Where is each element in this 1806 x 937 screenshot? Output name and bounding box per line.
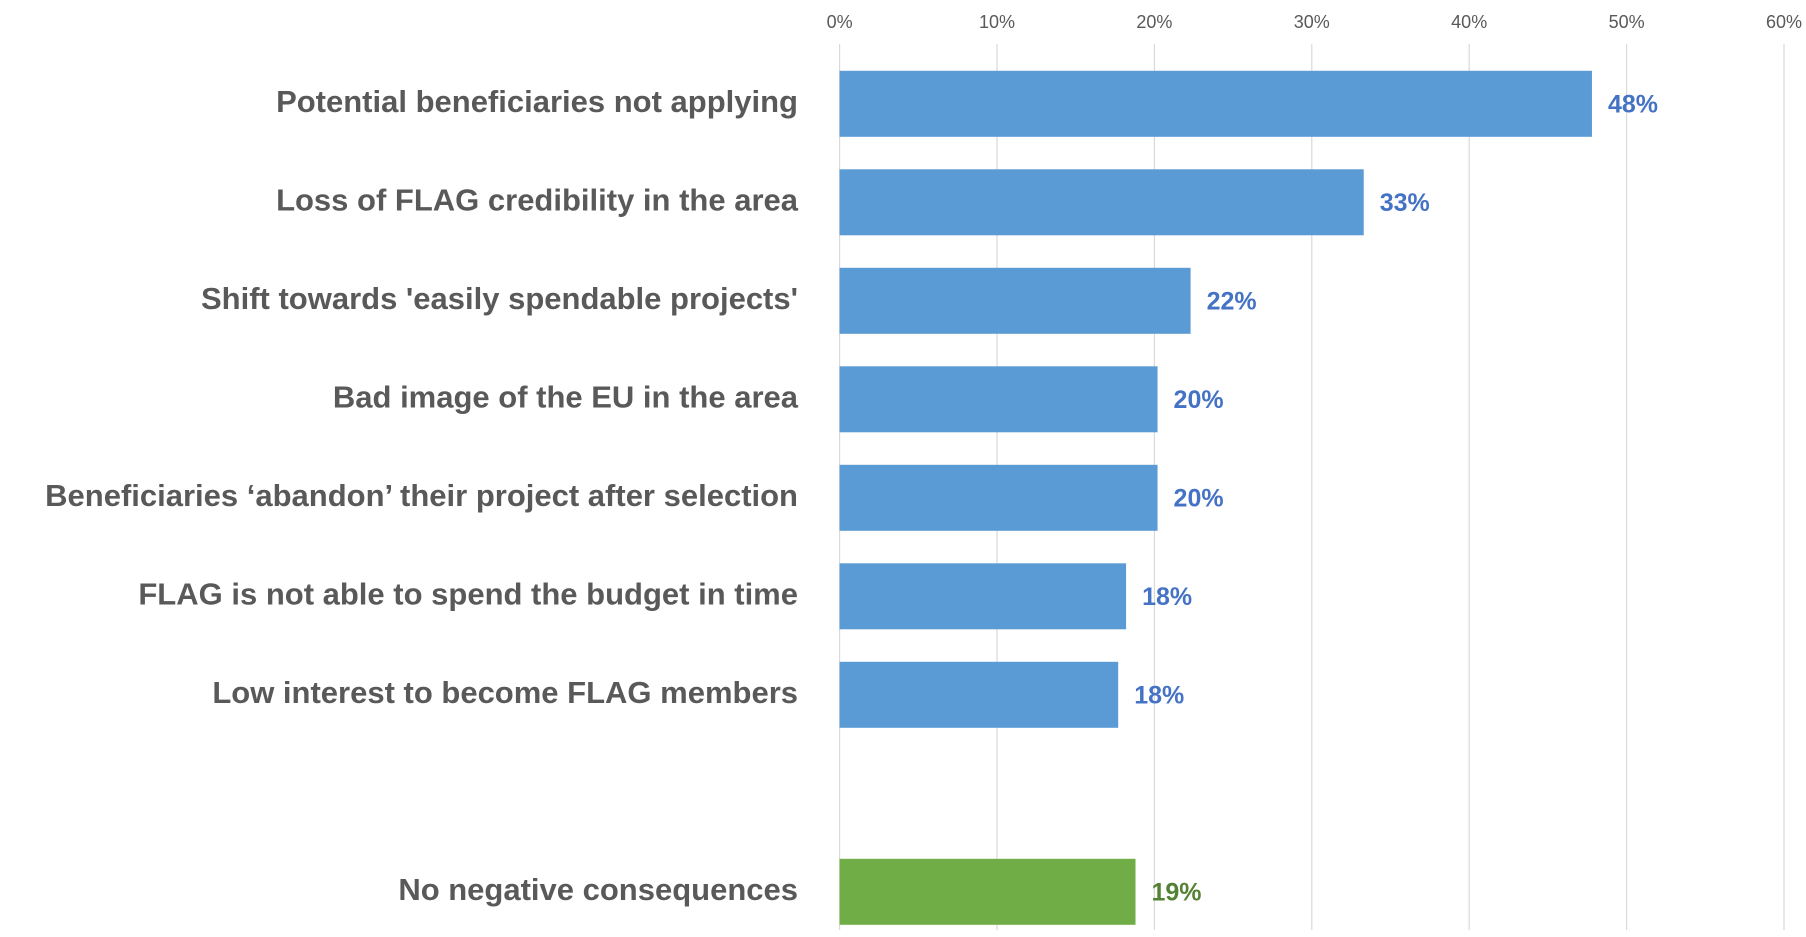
x-tick-label: 30% xyxy=(1294,12,1330,32)
value-label: 18% xyxy=(1142,583,1192,611)
x-tick-label: 60% xyxy=(1766,12,1802,32)
bar xyxy=(839,169,1364,236)
bar xyxy=(839,267,1191,334)
bar xyxy=(839,858,1136,925)
bar xyxy=(839,563,1127,630)
category-label: Beneficiaries ‘abandon’ their project af… xyxy=(45,478,798,513)
x-tick-label: 50% xyxy=(1609,12,1645,32)
x-tick-label: 10% xyxy=(979,12,1015,32)
value-label: 20% xyxy=(1174,484,1224,512)
value-label: 22% xyxy=(1207,287,1257,315)
value-label: 48% xyxy=(1608,90,1658,118)
x-tick-label: 20% xyxy=(1136,12,1172,32)
category-label: No negative consequences xyxy=(398,872,798,907)
value-label: 33% xyxy=(1380,189,1430,217)
category-label: Low interest to become FLAG members xyxy=(212,675,798,710)
category-label: Potential beneficiaries not applying xyxy=(276,84,798,119)
category-label: Loss of FLAG credibility in the area xyxy=(276,182,799,217)
bar xyxy=(839,661,1119,728)
bar xyxy=(839,464,1158,531)
bar xyxy=(839,366,1158,433)
x-tick-label: 40% xyxy=(1451,12,1487,32)
category-label: FLAG is not able to spend the budget in … xyxy=(138,576,798,611)
category-label: Bad image of the EU in the area xyxy=(333,379,799,414)
value-label: 19% xyxy=(1152,878,1202,906)
bar xyxy=(839,70,1592,137)
value-label: 18% xyxy=(1134,681,1184,709)
x-tick-label: 0% xyxy=(827,12,853,32)
category-label: Shift towards 'easily spendable projects… xyxy=(201,281,798,316)
value-label: 20% xyxy=(1174,386,1224,414)
